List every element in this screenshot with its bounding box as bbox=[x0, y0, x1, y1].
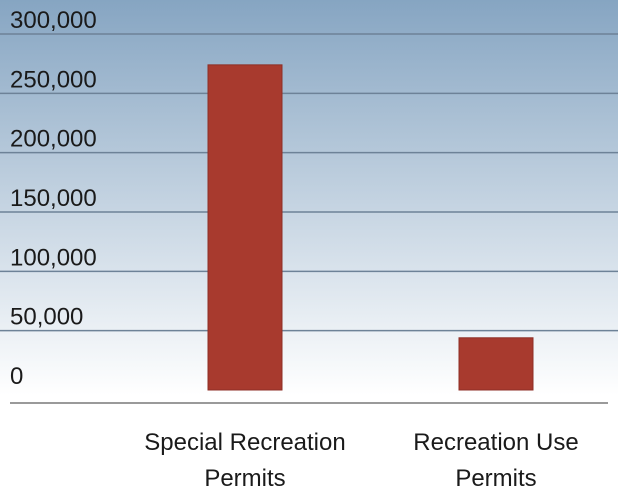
bars bbox=[207, 64, 534, 391]
gridlines bbox=[0, 33, 618, 332]
y-tick-label: 150,000 bbox=[10, 185, 97, 212]
y-tick-label: 200,000 bbox=[10, 126, 97, 153]
y-tick-label: 100,000 bbox=[10, 244, 97, 271]
bar bbox=[207, 64, 283, 391]
y-tick-label: 300,000 bbox=[10, 7, 97, 34]
y-tick-label: 50,000 bbox=[10, 304, 83, 331]
x-category-label: Recreation Use bbox=[413, 429, 578, 456]
y-tick-label: 250,000 bbox=[10, 66, 97, 93]
x-category-label: Permits bbox=[455, 465, 536, 492]
x-category-label: Special Recreation bbox=[144, 429, 345, 456]
y-axis-tick-labels: 0 50,000 100,000 150,000 200,000 250,000 300,0… bbox=[10, 7, 97, 390]
y-tick-label: 0 bbox=[10, 363, 23, 390]
x-axis-category-labels: Special Recreation Permits Recreation Use P… bbox=[144, 429, 578, 492]
bar bbox=[458, 337, 534, 391]
x-category-label: Permits bbox=[204, 465, 285, 492]
plot-background bbox=[0, 0, 618, 395]
